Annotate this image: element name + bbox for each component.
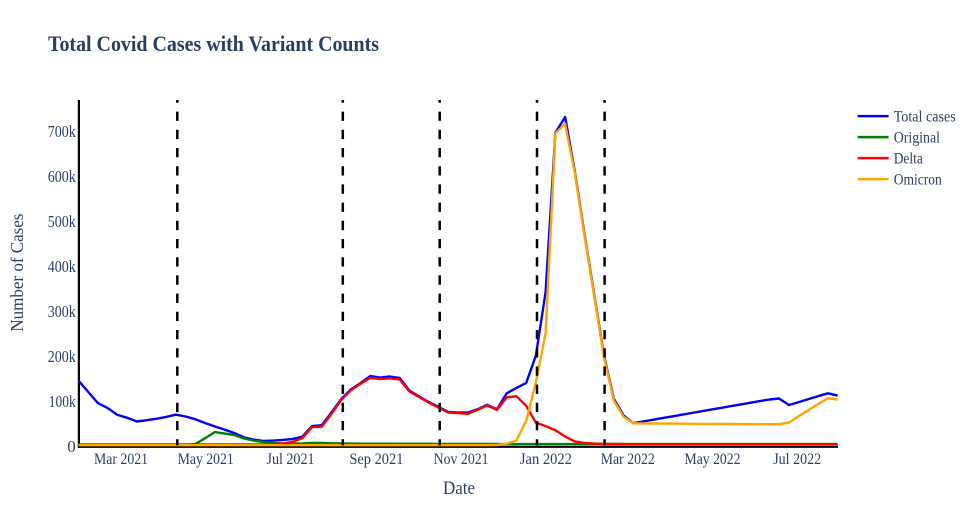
svg-text:May 2022: May 2022 xyxy=(685,451,741,468)
svg-text:Delta: Delta xyxy=(894,150,923,167)
svg-text:Total Covid Cases with Variant: Total Covid Cases with Variant Counts xyxy=(48,31,379,56)
svg-text:Total cases: Total cases xyxy=(894,108,956,125)
svg-text:Sep 2021: Sep 2021 xyxy=(349,451,403,468)
svg-text:Date: Date xyxy=(443,478,475,499)
svg-text:200k: 200k xyxy=(48,347,76,366)
svg-text:Mar 2022: Mar 2022 xyxy=(601,451,655,468)
svg-text:May 2021: May 2021 xyxy=(178,451,234,468)
svg-text:700k: 700k xyxy=(48,122,76,141)
svg-text:Jan 2022: Jan 2022 xyxy=(520,451,572,468)
svg-text:Original: Original xyxy=(894,129,940,146)
svg-text:100k: 100k xyxy=(49,392,76,411)
svg-text:300k: 300k xyxy=(48,302,76,321)
svg-text:400k: 400k xyxy=(48,257,76,276)
svg-text:Jul 2022: Jul 2022 xyxy=(773,451,821,468)
svg-text:Jul 2021: Jul 2021 xyxy=(267,451,315,468)
svg-text:0: 0 xyxy=(67,437,76,456)
svg-text:Nov 2021: Nov 2021 xyxy=(434,451,489,468)
svg-text:500k: 500k xyxy=(48,212,76,231)
svg-text:Number of Cases: Number of Cases xyxy=(7,214,27,332)
svg-text:Mar 2021: Mar 2021 xyxy=(94,451,148,468)
svg-text:600k: 600k xyxy=(48,167,76,186)
svg-text:Omicron: Omicron xyxy=(894,171,942,188)
